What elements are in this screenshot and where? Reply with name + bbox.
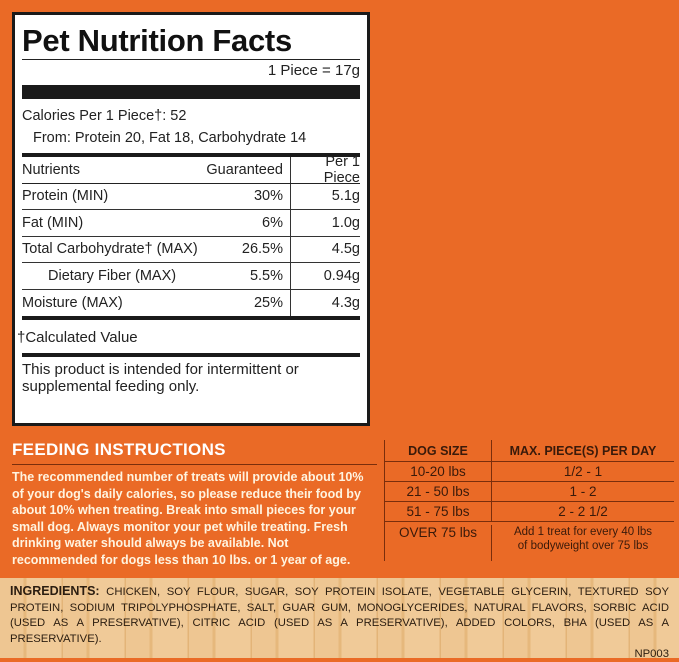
max-pieces: 1/2 - 1 [491,462,674,481]
nutrient-guaranteed: 5.5% [249,267,283,284]
divider [22,59,360,60]
header-guaranteed: Guaranteed [206,161,283,178]
calories-from: From: Protein 20, Fat 18, Carbohydrate 1… [33,130,307,146]
dog-size: 21 - 50 lbs [406,484,470,499]
nutrient-guaranteed: 26.5% [241,241,283,258]
nutrient-name: Moisture (MAX) [22,294,123,311]
max-pieces: 1 - 2 [491,482,674,501]
ingredients: INGREDIENTS: CHICKEN, SOY FLOUR, SUGAR, … [0,578,679,660]
nutrient-guaranteed: 6% [262,214,283,231]
nutrients-header: Nutrients Guaranteed Per 1 Piece [22,154,360,186]
thick-divider [22,85,360,99]
feeding-note: This product is intended for intermitten… [22,361,299,395]
header-per-piece: Per 1 Piece [290,154,360,186]
feeding-table: DOG SIZE MAX. PIECE(S) PER DAY 10-20 lbs… [384,440,674,561]
feeding-row: 21 - 50 lbs 1 - 2 [385,482,674,502]
feeding-row: 10-20 lbs 1/2 - 1 [385,462,674,482]
nutrient-per-piece: 1.0g [290,210,360,236]
divider [22,316,360,320]
nutrient-name: Dietary Fiber (MAX) [48,267,177,284]
ingredients-body: INGREDIENTS: CHICKEN, SOY FLOUR, SUGAR, … [10,584,669,647]
nutrient-name: Total Carbohydrate† (MAX) [22,241,198,258]
nutrient-row: Protein (MIN) 30% 5.1g [22,183,360,210]
nutrient-guaranteed: 30% [253,188,283,205]
header-nutrients: Nutrients [22,161,81,178]
feeding-text: The recommended number of treats will pr… [12,470,364,567]
header-dog-size: DOG SIZE [408,443,468,458]
feeding-title: FEEDING INSTRUCTIONS [12,440,377,465]
nutrient-rows: Protein (MIN) 30% 5.1g Fat (MIN) 6% 1.0g Total… [22,183,360,316]
nutrient-row: Total Carbohydrate† (MAX) 26.5% 4.5g [22,236,360,263]
nutrient-per-piece: 4.5g [290,236,360,262]
footnote: †Calculated Value [17,329,138,346]
ingredients-text: CHICKEN, SOY FLOUR, SUGAR, SOY PROTEIN I… [10,586,669,645]
nutrient-guaranteed: 25% [253,294,283,311]
dog-size: OVER 75 lbs [398,525,478,540]
nutrient-name: Fat (MIN) [22,214,84,231]
max-pieces: Add 1 treat for every 40 lbs of bodyweig… [491,525,674,561]
dog-size: 51 - 75 lbs [406,504,470,519]
nutrient-per-piece: 0.94g [290,263,360,289]
nutrient-row: Fat (MIN) 6% 1.0g [22,210,360,237]
feeding-instructions: FEEDING INSTRUCTIONS The recommended num… [12,440,377,568]
feeding-row: OVER 75 lbs Add 1 treat for every 40 lbs … [385,522,674,561]
feeding-rows: 10-20 lbs 1/2 - 1 21 - 50 lbs 1 - 2 51 - 75 … [385,462,674,561]
calories: Calories Per 1 Piece†: 52 [22,108,187,124]
dog-size: 10-20 lbs [410,464,466,479]
nutrition-facts-panel: Pet Nutrition Facts 1 Piece = 17g Calori… [12,12,370,426]
nutrient-per-piece: 5.1g [290,183,360,209]
nutrient-row: Moisture (MAX) 25% 4.3g [22,289,360,316]
nutrient-row: Dietary Fiber (MAX) 5.5% 0.94g [22,263,360,290]
nutrition-title: Pet Nutrition Facts [22,23,292,58]
feeding-table-header: DOG SIZE MAX. PIECE(S) PER DAY [385,440,674,462]
header-max-pieces: MAX. PIECE(S) PER DAY [491,440,674,461]
divider [22,153,360,157]
divider [22,353,360,357]
feeding-row: 51 - 75 lbs 2 - 2 1/2 [385,502,674,522]
nutrient-name: Protein (MIN) [22,188,109,205]
max-pieces: 2 - 2 1/2 [491,502,674,521]
product-code: NP003 [634,648,669,660]
serving-size: 1 Piece = 17g [267,62,360,79]
nutrient-per-piece: 4.3g [290,289,360,316]
ingredients-label: INGREDIENTS: [10,584,100,598]
